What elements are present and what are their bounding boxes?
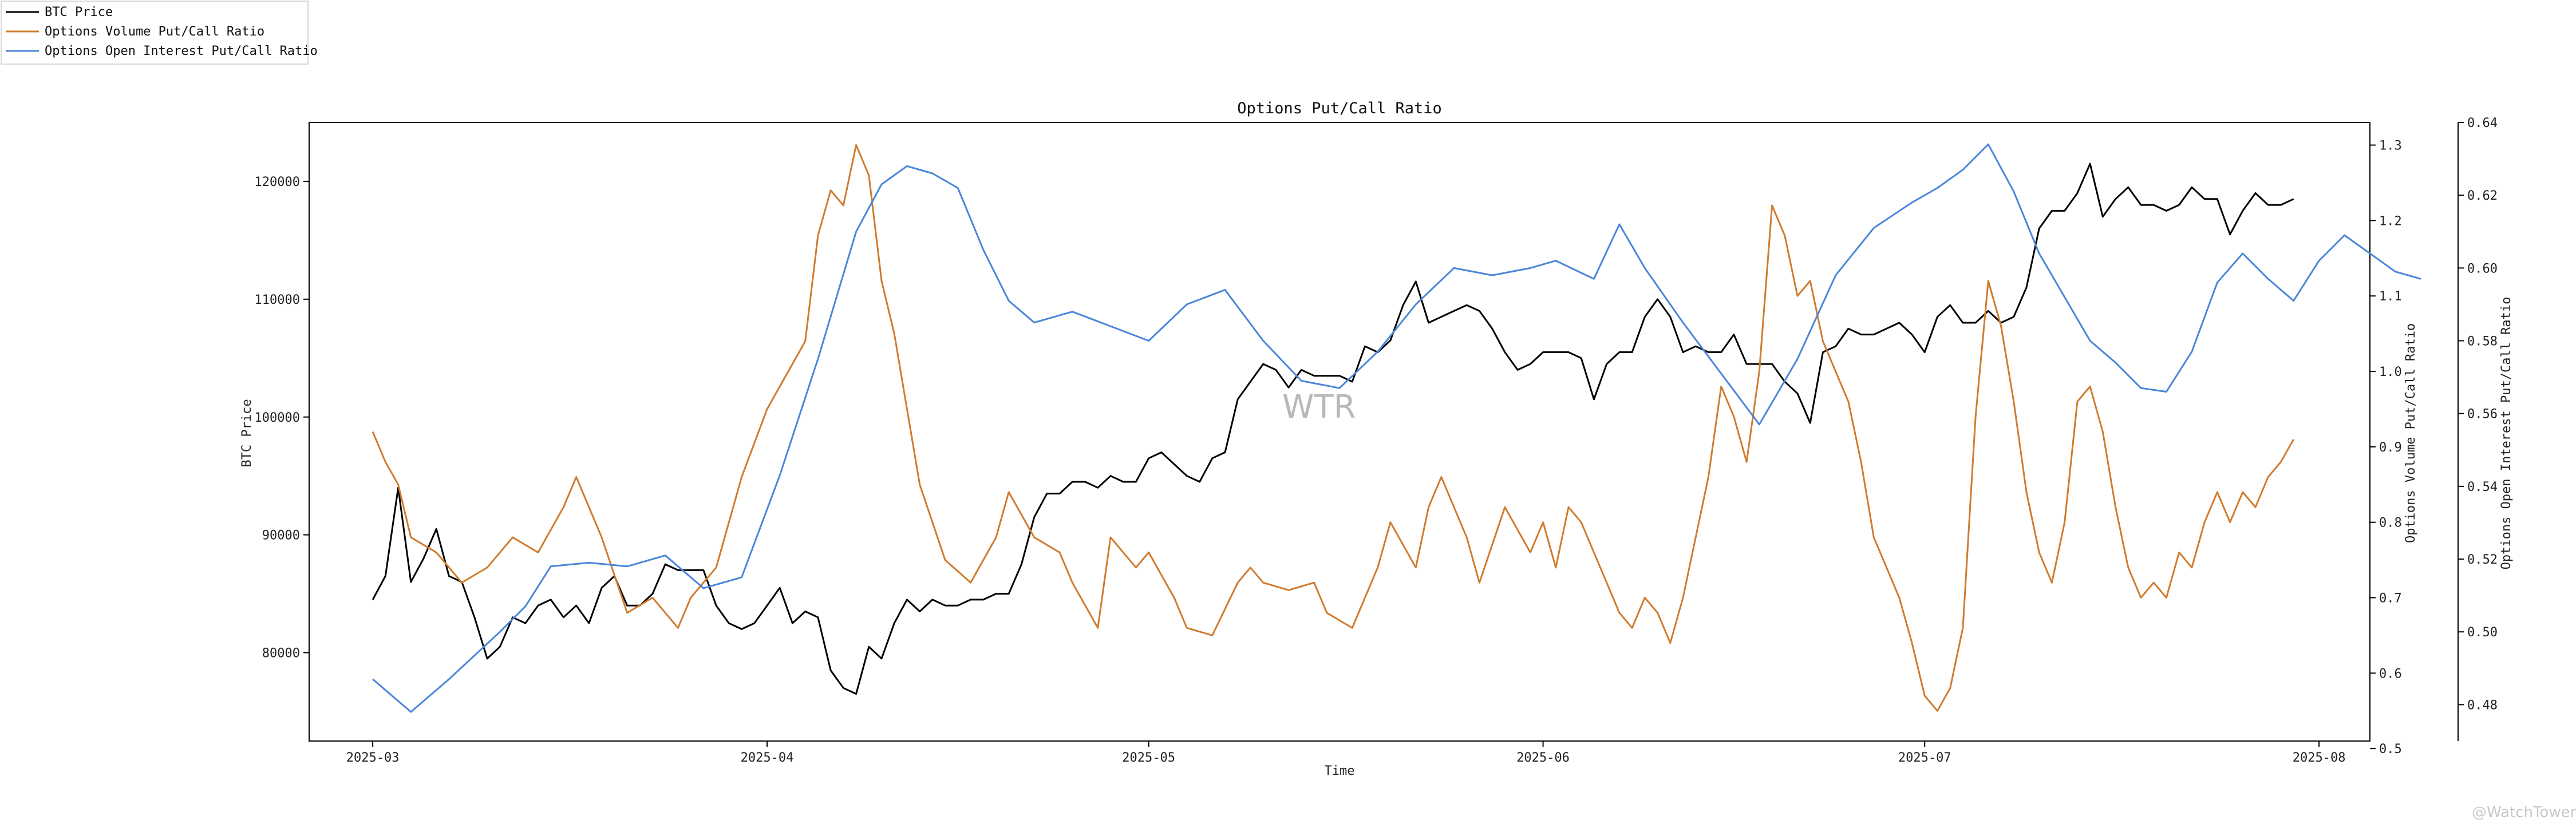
y-right1-tick-label-4: 0.9	[2379, 441, 2402, 455]
y-right2-tick-label-3: 0.54	[2467, 480, 2498, 494]
x-tick-label-2025-05: 2025-05	[1122, 751, 1175, 765]
y-right2-tick-label-1: 0.50	[2467, 625, 2498, 640]
y-right2-tick-label-2: 0.52	[2467, 553, 2498, 567]
watermark: WTR	[1282, 389, 1356, 426]
plot-area: 2025-03 2025-04 2025-05 2025-06 2025-07 2025-…	[255, 116, 2498, 765]
y-left-tick-label-120000: 120000	[255, 175, 300, 189]
open-interest-put-call-ratio-line	[372, 143, 2421, 713]
btc-price-line	[372, 163, 2294, 695]
y-right1-tick-label-0: 0.5	[2379, 742, 2402, 756]
x-tick-label-2025-06: 2025-06	[1516, 751, 1570, 765]
x-tick-label-2025-03: 2025-03	[346, 751, 400, 765]
y-right1-tick-label-2: 0.7	[2379, 592, 2402, 606]
y-axis-left-label: BTC Price	[240, 399, 254, 467]
y-right2-tick-label-5: 0.58	[2467, 335, 2498, 349]
y-right2-tick-label-0: 0.48	[2467, 698, 2498, 712]
plot-frame	[309, 122, 2370, 742]
legend-label-btc-price: BTC Price	[45, 5, 113, 19]
y-right2-tick-label-4: 0.56	[2467, 407, 2498, 422]
y-left-tick-label-110000: 110000	[255, 293, 300, 307]
legend-label-volume-ratio: Options Volume Put/Call Ratio	[45, 25, 264, 39]
y-axis-right2-label: Options Open Interest Put/Call Ratio	[2499, 297, 2514, 570]
y-right1-tick-label-6: 1.1	[2379, 290, 2402, 304]
legend-label-oi-ratio: Options Open Interest Put/Call Ratio	[45, 44, 318, 58]
y-right1-tick-label-8: 1.3	[2379, 139, 2402, 153]
volume-put-call-ratio-line	[372, 144, 2295, 712]
y-left-tick-label-80000: 80000	[262, 647, 300, 661]
y-right2-tick-label-7: 0.62	[2467, 189, 2498, 203]
legend-box	[1, 1, 309, 65]
y-right1-tick-label-1: 0.6	[2379, 667, 2402, 681]
chart-title: Options Put/Call Ratio	[1237, 100, 1442, 117]
y-axis-right1-label: Options Volume Put/Call Ratio	[2404, 323, 2418, 543]
y-right1-tick-label-7: 1.2	[2379, 214, 2402, 228]
y-right1-tick-label-3: 0.8	[2379, 516, 2402, 530]
y-left-tick-label-100000: 100000	[255, 411, 300, 425]
x-tick-label-2025-04: 2025-04	[741, 751, 794, 765]
x-axis-label: Time	[1325, 764, 1355, 778]
credit-text: @WatchTower	[2472, 804, 2576, 821]
x-tick-label-2025-08: 2025-08	[2293, 751, 2346, 765]
legend: BTC Price Options Volume Put/Call Ratio …	[1, 1, 318, 65]
y-right2-tick-label-6: 0.60	[2467, 262, 2498, 276]
y-right1-tick-label-5: 1.0	[2379, 365, 2402, 379]
y-right2-tick-label-8: 0.64	[2467, 116, 2498, 130]
y-left-tick-label-90000: 90000	[262, 529, 300, 543]
x-tick-label-2025-07: 2025-07	[1898, 751, 1951, 765]
